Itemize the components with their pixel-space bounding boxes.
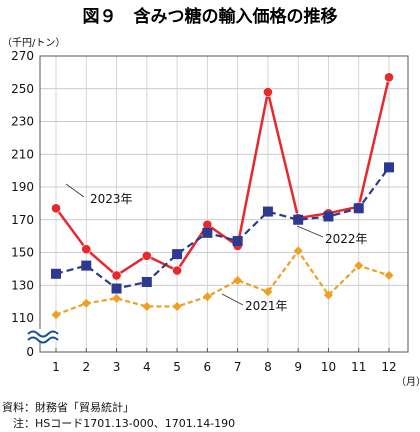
series-label-2: 2021年 [245,299,288,313]
y-tick-label-0: 0 [26,345,34,359]
x-tick-label-1: 1 [52,360,60,374]
series-2-point-7 [233,275,243,285]
y-tick-label-270: 270 [11,49,34,63]
y-tick-label-190: 190 [11,180,34,194]
series-0-point-8 [263,87,273,97]
series-line-2 [55,249,390,316]
chart-title: 図９ 含みつ糖の輸入価格の推移 [83,6,338,27]
series-line-0 [54,77,391,277]
y-tick-label-170: 170 [11,213,34,227]
series-2-point-8 [263,287,273,297]
x-tick-label-6: 6 [204,360,212,374]
x-tick-label-12: 12 [381,360,396,374]
series-1-point-12 [384,162,394,173]
series-1-point-11 [353,203,364,214]
y-tick-label-130: 130 [11,278,34,292]
series-0-point-12 [384,72,394,83]
x-tick-label-9: 9 [294,360,302,374]
series-0-point-2 [81,244,92,255]
series-2-point-11 [354,261,364,271]
series-label-leader-2 [221,293,244,306]
series-2-point-4 [142,302,152,312]
series-line-1 [55,166,390,290]
series-2-point-9 [293,246,303,256]
series-1-point-5 [172,249,183,260]
series-label-leader-0 [65,183,85,198]
series-1-point-10 [323,211,334,222]
series-2-point-2 [81,298,91,308]
x-tick-label-10: 10 [321,360,336,374]
series-1-point-8 [262,206,273,217]
x-tick-label-8: 8 [264,360,272,374]
series-2-point-12 [384,270,394,280]
y-tick-label-210: 210 [11,147,34,161]
series-1-point-9 [293,214,304,225]
x-axis-unit: （月） [396,376,420,388]
series-2-point-3 [112,293,122,303]
series-2-point-6 [202,292,212,302]
series-1-point-2 [81,260,92,271]
x-tick-label-4: 4 [143,360,151,374]
series-label-leader-1 [296,225,324,238]
series-label-0: 2023年 [90,192,133,206]
series-labels: 2023年 2022年 2021年 [65,183,368,313]
y-tick-label-230: 230 [11,115,34,129]
series-1-point-3 [111,283,122,294]
y-tick-label-250: 250 [11,82,34,96]
x-tick-label-7: 7 [234,360,242,374]
note-text: 注：HSコード1701.13-000、1701.14-190 [2,416,235,430]
series-1-point-1 [51,268,61,279]
series-0-point-1 [51,203,61,214]
series-0-point-3 [111,270,122,281]
series-0-point-5 [172,265,182,276]
y-tick-label-110: 110 [11,311,34,325]
series-group [51,72,394,320]
series-2-point-10 [323,290,333,300]
plot-frame [39,55,409,353]
axis-break-line-upper [27,330,59,338]
x-tick-label-5: 5 [173,360,181,374]
series-label-1: 2022年 [325,232,368,246]
axis-break-line-lower [27,336,59,344]
series-1-point-6 [202,227,213,238]
series-1-point-4 [141,276,152,287]
source-text: 資料：財務省「貿易統計」 [2,400,134,414]
x-tick-label-11: 11 [351,360,366,374]
y-tick-label-150: 150 [11,246,34,260]
y-axis-unit: （千円/トン） [2,37,65,49]
series-1-point-7 [232,236,243,247]
series-2-point-5 [172,302,182,312]
x-tick-label-2: 2 [82,360,90,374]
series-2-point-1 [51,310,61,320]
series-0-point-4 [141,250,152,261]
x-tick-label-3: 3 [113,360,121,374]
